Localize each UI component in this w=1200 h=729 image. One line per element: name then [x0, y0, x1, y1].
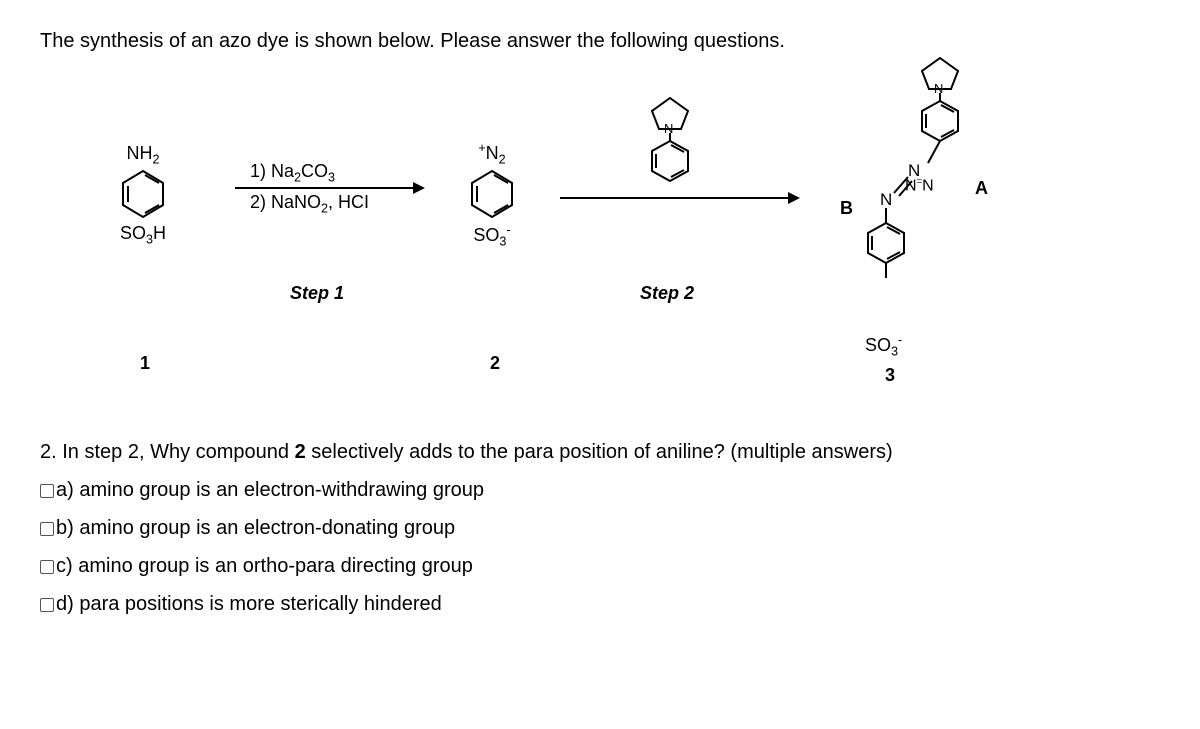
molecule-3: N N N: [840, 53, 1020, 349]
mol1-number: 1: [140, 353, 150, 374]
option-a[interactable]: a) amino group is an electron-withdrawin…: [40, 471, 1160, 509]
checkbox-icon[interactable]: [40, 598, 54, 612]
checkbox-icon[interactable]: [40, 522, 54, 536]
option-c-text: c) amino group is an ortho-para directin…: [56, 547, 473, 585]
step1-reagent1: 1) Na2CO3: [250, 158, 400, 187]
prompt-prefix: 2. In step 2, Why compound: [40, 441, 295, 463]
product-label-B: B: [840, 198, 853, 219]
reaction-scheme: NH2 SO3H 1 1) Na2CO3 2) NaNO2, HCI Step …: [40, 83, 1160, 403]
product-azo-label: N=N: [905, 176, 934, 195]
pyrrolidine-phenyl-icon: N: [640, 93, 700, 193]
benzene-icon: [121, 169, 165, 219]
mol1-bottom-label: SO3H: [120, 223, 166, 247]
azo-product-icon: N N N: [840, 53, 1020, 343]
arrow-head-icon: [413, 182, 425, 194]
arrow-step2: [560, 197, 790, 199]
arrow-step1: [235, 187, 415, 189]
svg-text:N: N: [880, 190, 892, 209]
prompt-suffix: selectively adds to the para position of…: [306, 441, 893, 463]
option-c[interactable]: c) amino group is an ortho-para directin…: [40, 547, 1160, 585]
step1-label: Step 1: [290, 283, 344, 304]
mol2-top-label: +N2: [478, 141, 505, 167]
mol2-bottom-label: SO3-: [473, 223, 510, 249]
intro-text: The synthesis of an azo dye is shown bel…: [40, 30, 1160, 53]
arrow-head-icon: [788, 192, 800, 204]
checkbox-icon[interactable]: [40, 484, 54, 498]
question-block: 2. In step 2, Why compound 2 selectively…: [40, 433, 1160, 623]
option-b-text: b) amino group is an electron-donating g…: [56, 509, 455, 547]
option-a-text: a) amino group is an electron-withdrawin…: [56, 471, 484, 509]
step1-reagent2: 2) NaNO2, HCI: [250, 187, 400, 218]
pyrrolidine-aniline: N: [640, 93, 700, 193]
molecule-1: NH2 SO3H: [120, 143, 166, 246]
mol3-number: 3: [885, 365, 895, 386]
option-d-text: d) para positions is more sterically hin…: [56, 585, 442, 623]
product-label-A: A: [975, 178, 988, 199]
option-b[interactable]: b) amino group is an electron-donating g…: [40, 509, 1160, 547]
prompt-bold: 2: [295, 441, 306, 463]
mol2-number: 2: [490, 353, 500, 374]
svg-text:N: N: [934, 81, 943, 96]
step2-label: Step 2: [640, 283, 694, 304]
option-d[interactable]: d) para positions is more sterically hin…: [40, 585, 1160, 623]
mol1-top-label: NH2: [127, 143, 160, 167]
question-prompt: 2. In step 2, Why compound 2 selectively…: [40, 433, 1160, 471]
molecule-2: +N2 SO3-: [470, 141, 514, 248]
checkbox-icon[interactable]: [40, 560, 54, 574]
benzene-icon: [470, 169, 514, 219]
mol3-so3: SO3-: [865, 333, 902, 359]
svg-text:N: N: [664, 121, 673, 136]
